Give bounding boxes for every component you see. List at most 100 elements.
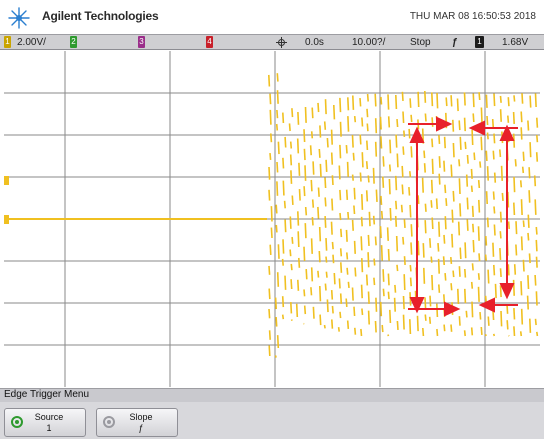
trace-segment: [507, 221, 510, 229]
trace-segment: [367, 252, 370, 268]
trace-segment: [395, 134, 398, 148]
trace-segment: [312, 161, 315, 175]
trace-segment: [499, 149, 502, 158]
trace-segment: [380, 245, 383, 261]
trace-segment: [387, 291, 390, 300]
trace-segment: [410, 224, 413, 237]
trace-segment: [515, 244, 518, 256]
trace-segment: [403, 274, 406, 291]
trace-segment: [466, 219, 469, 231]
channel-3-indicator[interactable]: 3: [138, 36, 145, 48]
trace-segment: [325, 256, 328, 263]
trace-segment: [535, 152, 539, 162]
trace-segment: [430, 256, 433, 263]
trace-segment: [417, 240, 420, 256]
trace-segment: [276, 335, 280, 349]
trace-segment: [361, 117, 364, 127]
trace-segment: [367, 234, 370, 246]
trace-segment: [478, 92, 481, 101]
waveform-canvas: [4, 51, 540, 387]
trace-segment: [338, 278, 341, 289]
channel-2-indicator[interactable]: 2: [70, 36, 77, 48]
trace-segment: [352, 95, 355, 110]
trace-segment: [269, 109, 272, 125]
trace-segment: [319, 285, 322, 302]
trace-segment: [330, 129, 333, 145]
trace-segment: [428, 316, 432, 324]
trace-segment: [310, 131, 314, 139]
trace-segment: [520, 308, 524, 325]
trace-segment: [452, 190, 455, 202]
trace-segment: [289, 141, 293, 149]
trace-segment: [374, 141, 378, 157]
trace-segment: [472, 223, 475, 233]
slope-softkey[interactable]: Slope ƒ: [96, 408, 178, 437]
trace-segment: [323, 324, 326, 329]
trace-segment: [297, 231, 300, 248]
trace-segment: [395, 235, 399, 252]
trace-segment: [492, 310, 495, 321]
trace-segment: [507, 115, 510, 123]
trace-segment: [402, 111, 405, 124]
trace-segment: [394, 215, 398, 227]
source-softkey[interactable]: Source 1: [4, 408, 86, 437]
trace-segment: [520, 111, 523, 123]
trace-segment: [512, 111, 515, 124]
trace-segment: [268, 189, 271, 201]
trace-segment: [281, 296, 285, 308]
channel-4-indicator[interactable]: 4: [206, 36, 213, 48]
trace-segment: [282, 112, 285, 124]
trace-segment: [268, 265, 271, 275]
trace-segment: [486, 115, 489, 126]
trace-segment: [522, 151, 525, 162]
trace-segment: [431, 274, 434, 291]
trace-segment: [443, 324, 446, 332]
trace-segment: [365, 161, 369, 170]
trace-segment: [423, 150, 426, 159]
trace-segment: [275, 123, 279, 131]
trace-segment: [477, 226, 480, 241]
trace-segment: [409, 292, 412, 306]
trace-segment: [268, 166, 271, 180]
channel-1-ground-marker: [4, 176, 9, 224]
trace-segment: [395, 94, 398, 110]
trace-segment: [268, 345, 271, 357]
waveform-display[interactable]: [4, 51, 540, 387]
trace-segment: [471, 263, 474, 271]
trace-segment: [317, 270, 320, 278]
trace-segment: [303, 305, 307, 315]
trace-segment: [325, 238, 328, 251]
trace-segment: [289, 249, 292, 257]
trace-segment: [452, 119, 455, 132]
trace-segment: [290, 279, 293, 290]
trace-segment: [366, 140, 369, 151]
trace-segment: [486, 217, 489, 228]
trace-segment: [507, 264, 510, 276]
trace-segment: [424, 113, 427, 122]
trace-segment: [338, 165, 341, 180]
trace-segment: [361, 258, 364, 273]
trace-segment: [387, 116, 391, 128]
trace-segment: [353, 205, 356, 215]
channel-1-indicator[interactable]: 1: [4, 36, 11, 48]
trace-segment: [270, 227, 273, 239]
trace-segment: [520, 281, 523, 296]
trace-segment: [382, 176, 385, 188]
trace-segment: [444, 273, 447, 281]
trace-segment: [470, 185, 473, 192]
trace-segment: [276, 272, 280, 287]
trace-segment: [515, 221, 518, 235]
trace-segment: [499, 211, 502, 223]
trace-segment: [274, 297, 277, 310]
trace-segment: [297, 211, 300, 226]
trace-segment: [463, 330, 466, 337]
trace-segment: [486, 166, 489, 181]
trace-segment: [387, 94, 390, 110]
trace-segment: [380, 195, 383, 205]
trace-segment: [493, 172, 497, 183]
trace-segment: [361, 308, 364, 316]
trace-segment: [400, 204, 403, 213]
trace-segment: [464, 242, 467, 259]
trace-segment: [450, 95, 453, 107]
trace-segment: [372, 167, 375, 184]
